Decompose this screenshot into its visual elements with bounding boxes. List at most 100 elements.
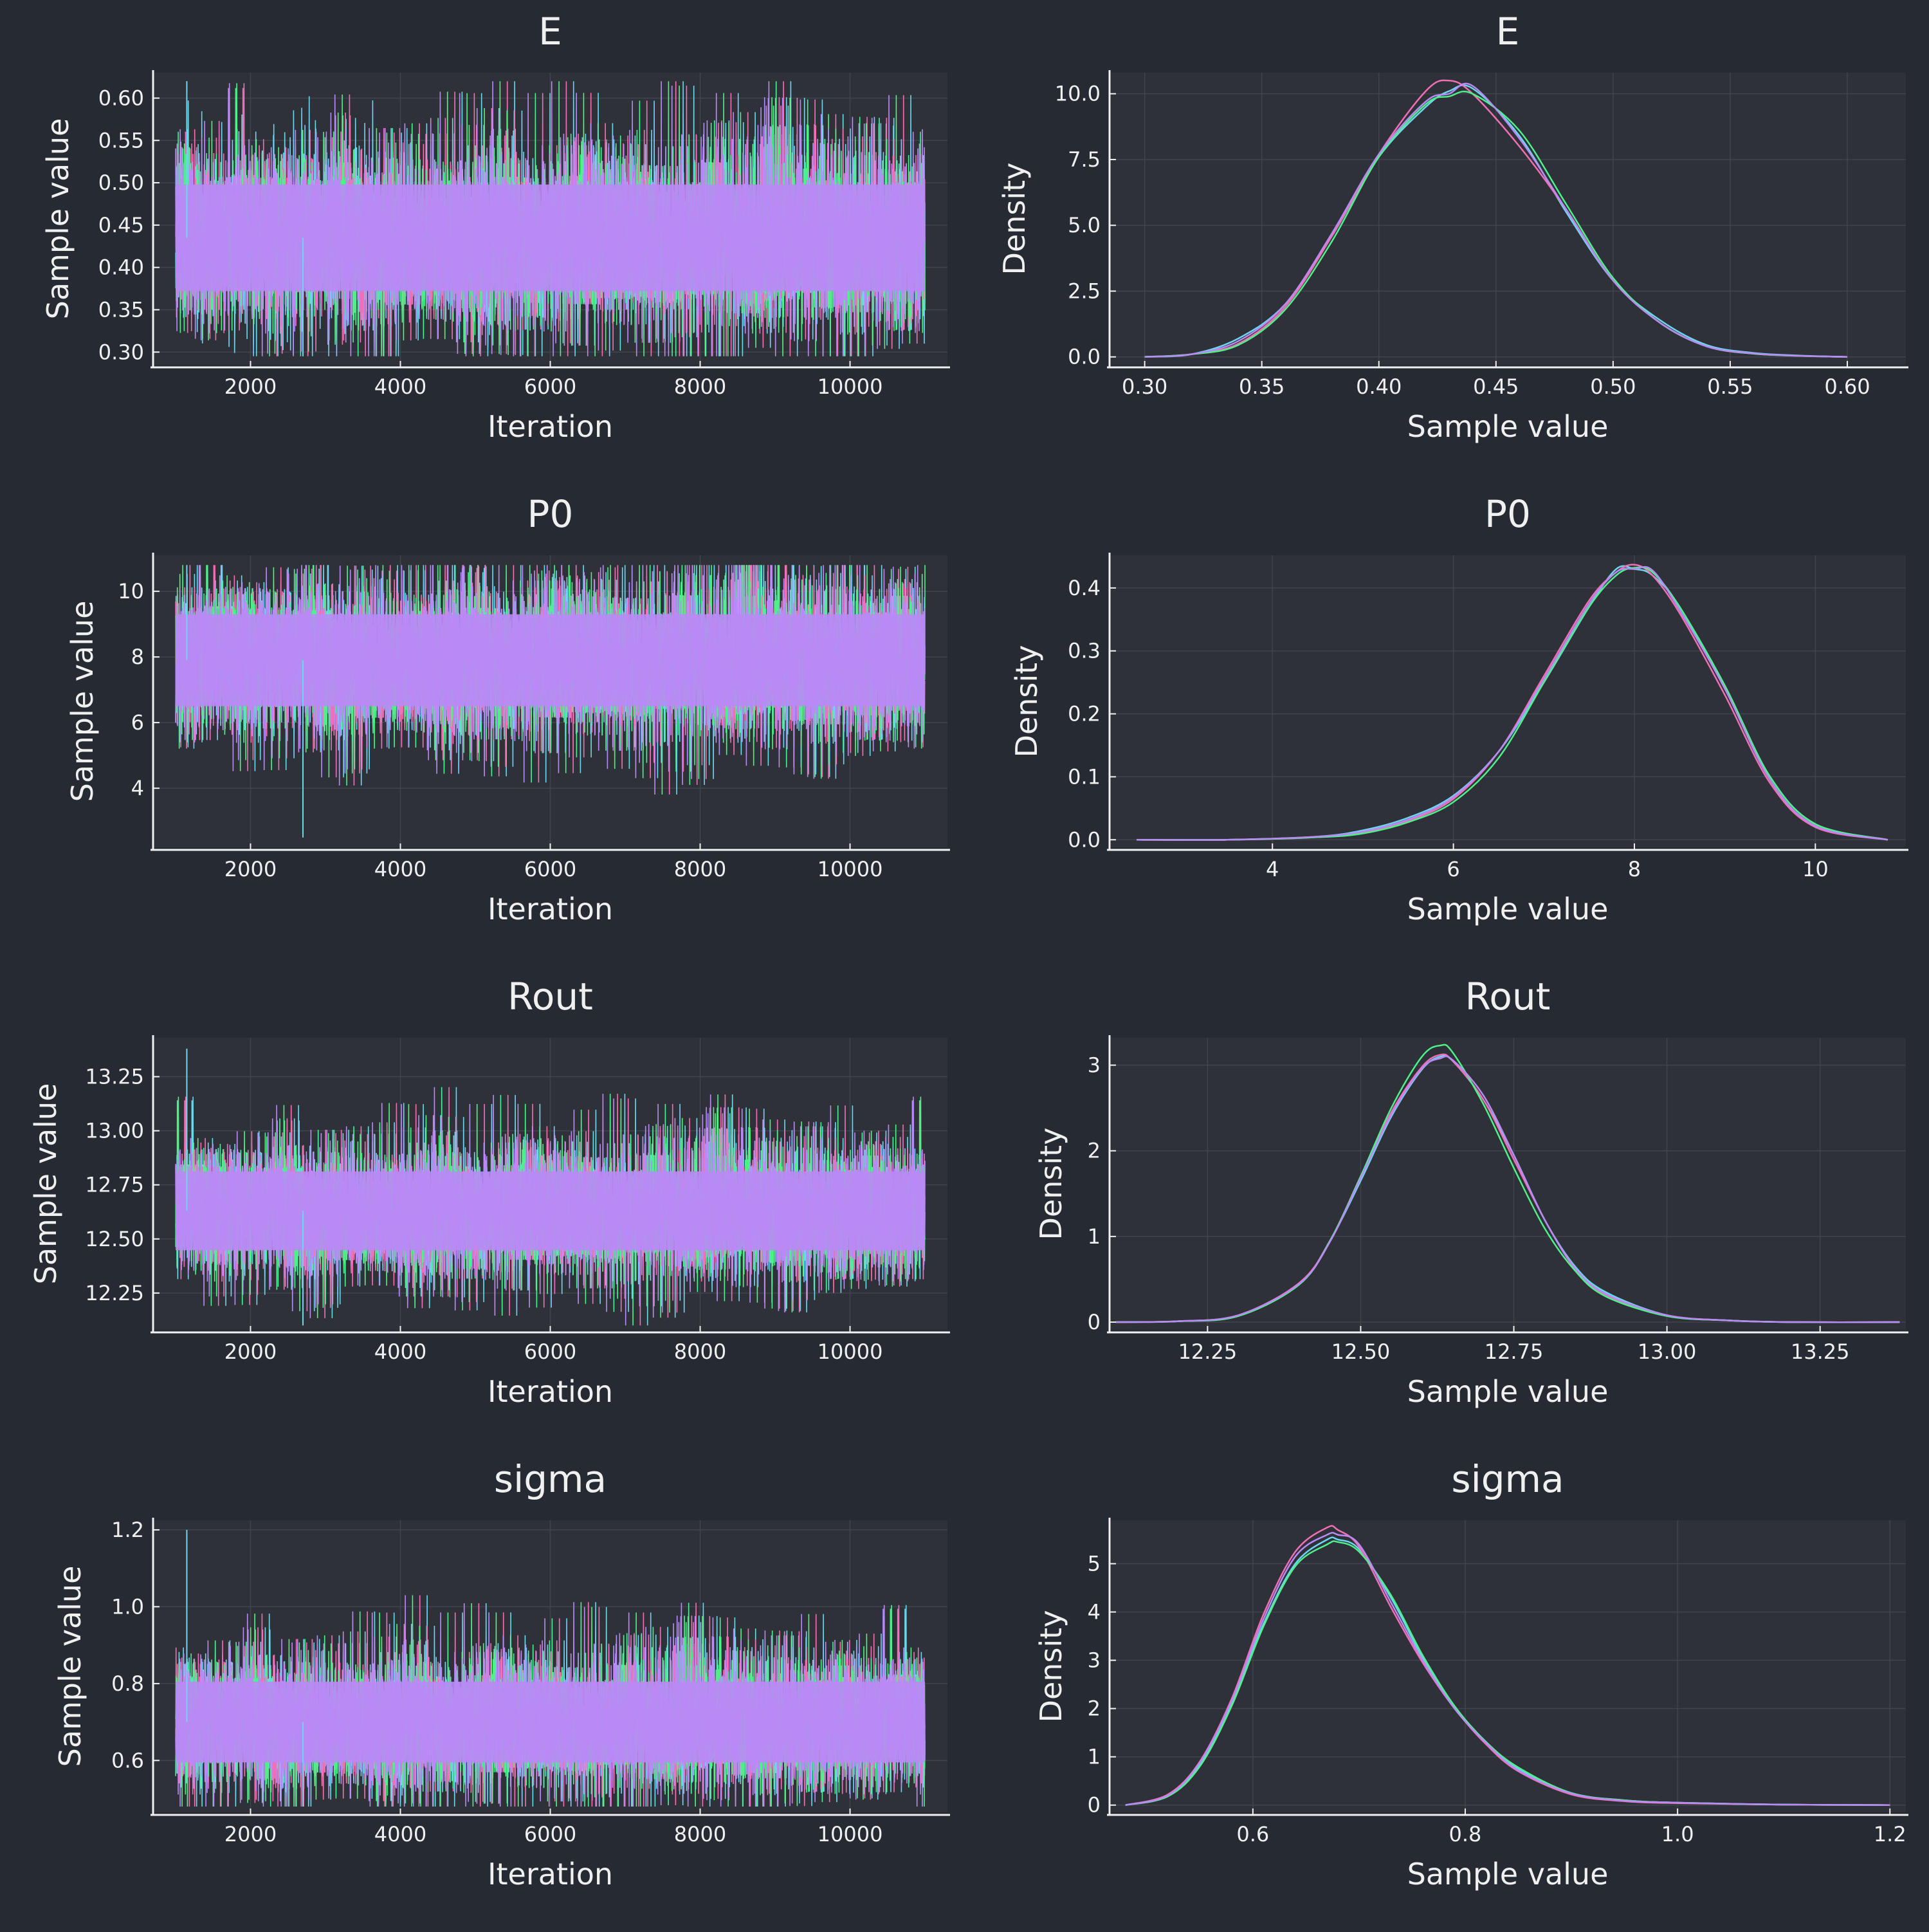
y-tick-label: 0.0: [1068, 345, 1101, 369]
x-tick-label: 8000: [674, 857, 726, 881]
x-tick-label: 13.00: [1638, 1339, 1697, 1364]
x-tick-label: 2000: [224, 857, 277, 881]
x-tick-label: 10000: [818, 1339, 883, 1364]
chain-4-dense-band: [176, 1171, 926, 1251]
panel-density-e: 0.30 0.35 0.40 0.45 0.50 0.55 0.60 0.0 2.5 5.0 7.5…: [997, 10, 1908, 444]
x-axis-label: Iteration: [488, 1857, 613, 1891]
y-tick-label: 10: [118, 579, 144, 603]
panel-title: Rout: [1465, 975, 1551, 1018]
x-axis-label: Sample value: [1407, 1857, 1609, 1891]
y-tick-label: 0.1: [1068, 764, 1101, 789]
y-tick-label: 4: [131, 776, 144, 800]
y-tick-label: 13.00: [85, 1119, 144, 1143]
y-tick-label: 0.30: [98, 340, 144, 364]
y-tick-label: 0.8: [111, 1671, 144, 1696]
y-tick-label: 0: [1088, 1310, 1101, 1334]
x-tick-label: 0.6: [1236, 1822, 1269, 1846]
y-tick-label: 8: [131, 645, 144, 669]
x-tick-label: 0.8: [1449, 1822, 1482, 1846]
y-tick-label: 0.50: [98, 170, 144, 195]
y-tick-label: 3: [1088, 1053, 1101, 1078]
y-axis-label: Sample value: [53, 1566, 87, 1767]
panel-title: Rout: [507, 975, 593, 1018]
x-tick-label: 10000: [818, 857, 883, 881]
plot-area: [1110, 1038, 1906, 1330]
y-tick-label: 1: [1088, 1224, 1101, 1249]
y-tick-label: 5.0: [1068, 213, 1101, 237]
x-tick-label: 10: [1802, 857, 1829, 881]
y-axis-label: Density: [1034, 1128, 1068, 1240]
panel-trace-e: 2000 4000 6000 8000 10000 0.30 0.35 0.40 0.45 0.5…: [41, 10, 950, 444]
chain-3-density: [1137, 566, 1888, 841]
panel-title: E: [538, 10, 562, 53]
x-tick-label: 8: [1628, 857, 1641, 881]
y-tick-label: 6: [131, 710, 144, 735]
y-tick-label: 5: [1088, 1552, 1101, 1576]
chain-4-density: [1115, 1055, 1900, 1323]
x-axis-label: Iteration: [488, 409, 613, 444]
x-tick-label: 2000: [224, 1822, 277, 1846]
x-tick-label: 0.55: [1707, 374, 1753, 399]
y-tick-label: 0.4: [1068, 576, 1101, 600]
y-axis-label: Density: [1034, 1610, 1068, 1723]
chain-4-density: [1144, 82, 1848, 358]
y-tick-label: 2: [1088, 1697, 1101, 1721]
x-tick-label: 6: [1447, 857, 1459, 881]
y-tick-label: 1.0: [111, 1594, 144, 1619]
x-tick-label: 0.50: [1590, 374, 1636, 399]
plot-area: [1110, 555, 1906, 847]
y-tick-label: 1: [1088, 1745, 1101, 1769]
x-tick-label: 0.40: [1356, 374, 1402, 399]
y-tick-label: 10.0: [1055, 82, 1101, 106]
x-tick-label: 8000: [674, 1339, 726, 1364]
chain-4-dense-band: [176, 184, 926, 291]
data-layer: [175, 565, 926, 838]
x-tick-label: 6000: [524, 1822, 576, 1846]
data-layer: [1137, 564, 1888, 841]
data-layer: [1125, 1525, 1890, 1806]
panel-title: P0: [1485, 492, 1531, 536]
x-tick-label: 1.2: [1874, 1822, 1906, 1846]
y-tick-label: 0.2: [1068, 702, 1101, 726]
y-tick-label: 0.60: [98, 86, 144, 110]
x-axis-label: Sample value: [1407, 892, 1609, 926]
data-layer: [1115, 1044, 1900, 1323]
y-tick-label: 13.25: [85, 1065, 144, 1089]
x-tick-label: 6000: [524, 857, 576, 881]
panel-density-p0: 4 6 8 10 0.0 0.1 0.2 0.3 0.4 P0 Sample value Densit…: [1009, 492, 1908, 926]
x-tick-label: 1.0: [1661, 1822, 1694, 1846]
panel-title: sigma: [1451, 1457, 1564, 1501]
x-tick-label: 8000: [674, 374, 726, 399]
x-tick-label: 2000: [224, 374, 277, 399]
x-tick-label: 8000: [674, 1822, 726, 1846]
y-axis-label: Density: [1009, 645, 1044, 758]
x-tick-label: 0.30: [1122, 374, 1167, 399]
y-axis-label: Density: [997, 163, 1032, 275]
y-tick-label: 0.35: [98, 297, 144, 322]
x-tick-label: 2000: [224, 1339, 277, 1364]
y-tick-label: 12.25: [85, 1281, 144, 1305]
x-axis-label: Iteration: [488, 1374, 613, 1409]
x-tick-label: 4000: [374, 1822, 426, 1846]
x-tick-label: 4000: [374, 1339, 426, 1364]
y-tick-label: 0.40: [98, 255, 144, 280]
y-tick-label: 4: [1088, 1600, 1101, 1624]
x-tick-label: 4: [1266, 857, 1279, 881]
panel-title: E: [1496, 10, 1520, 53]
x-tick-label: 0.60: [1824, 374, 1870, 399]
panel-density-rout: 12.25 12.50 12.75 13.00 13.25 0 1 2 3 Rout Sample …: [1034, 975, 1908, 1409]
y-axis-label: Sample value: [65, 601, 100, 802]
y-tick-label: 7.5: [1068, 147, 1101, 172]
plot-area: [1110, 73, 1906, 365]
x-tick-label: 10000: [818, 374, 883, 399]
x-tick-label: 6000: [524, 1339, 576, 1364]
chain-4-density: [1137, 566, 1888, 841]
x-axis-label: Iteration: [488, 892, 613, 926]
panel-trace-sigma: 2000 4000 6000 8000 10000 0.6 0.8 1.0 1.2 sigma It…: [53, 1457, 950, 1891]
x-tick-label: 12.25: [1178, 1339, 1238, 1364]
y-tick-label: 0: [1088, 1793, 1101, 1817]
x-tick-label: 13.25: [1791, 1339, 1850, 1364]
x-tick-label: 6000: [524, 374, 576, 399]
